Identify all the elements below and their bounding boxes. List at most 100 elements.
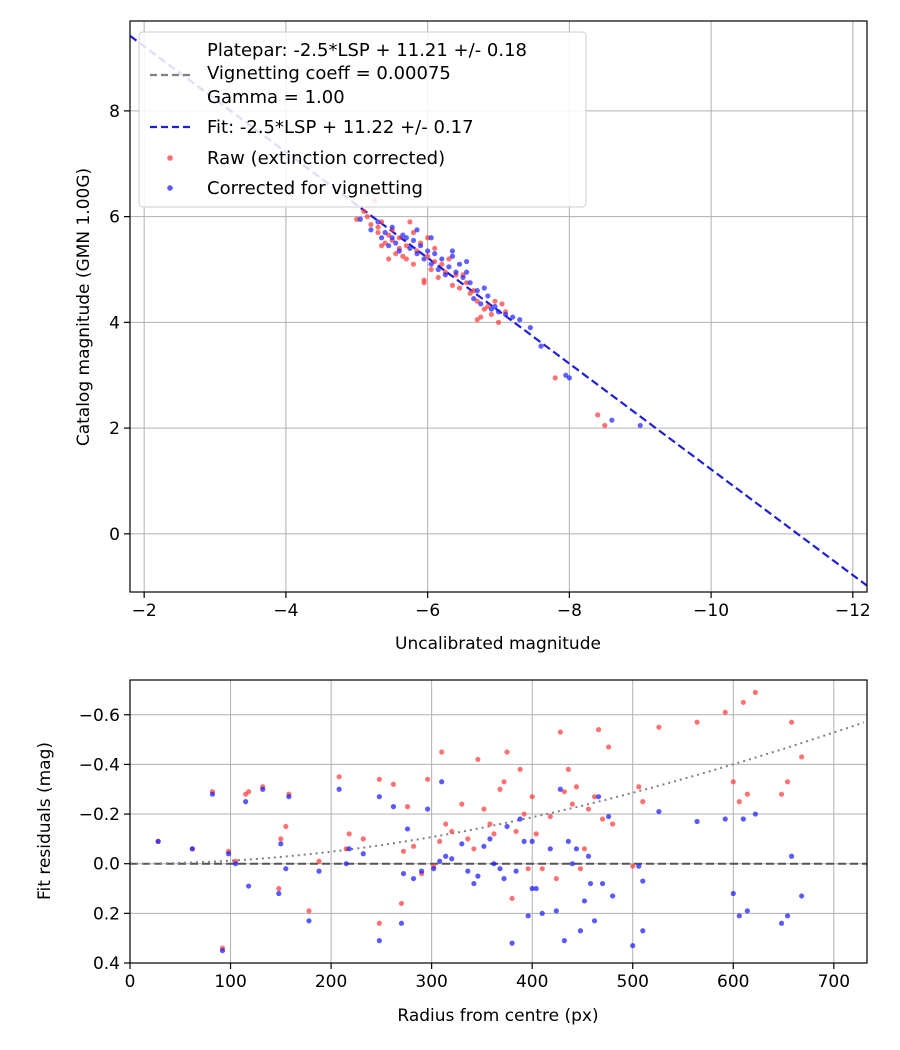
corrected-data-point <box>464 269 470 275</box>
raw-residual-point <box>656 724 662 730</box>
raw-residual-point <box>517 766 523 772</box>
corrected-residual-point <box>784 913 791 919</box>
legend: Platepar: -2.5*LSP + 11.21 +/- 0.18 Vign… <box>138 31 587 208</box>
corrected-residual-point <box>225 851 232 857</box>
raw-residual-point <box>346 831 352 837</box>
bottom-grid <box>129 680 867 964</box>
corrected-residual-point <box>278 841 284 847</box>
raw-data-point <box>467 290 473 296</box>
raw-residual-point <box>360 836 366 842</box>
corrected-data-point <box>460 274 466 281</box>
raw-data-point <box>495 319 502 325</box>
corrected-data-point <box>400 232 406 238</box>
corrected-residual-point <box>439 779 445 785</box>
raw-data-point <box>456 285 463 291</box>
raw-residual-point <box>471 846 477 852</box>
raw-data-point <box>552 375 558 381</box>
corrected-residual-point <box>465 868 471 874</box>
top-plot-frame <box>129 20 868 593</box>
corrected-residual-point <box>740 816 746 822</box>
corrected-residual-point <box>539 910 545 916</box>
raw-residual-point <box>306 908 312 914</box>
raw-residual-point <box>525 866 531 872</box>
x-tick-label: −10 <box>693 601 729 621</box>
x-tick-label: 0 <box>125 972 136 992</box>
raw-data-point <box>474 298 480 304</box>
corrected-residual-point <box>730 890 736 897</box>
corrected-residual-point <box>491 861 497 867</box>
corrected-residual-point <box>595 794 602 800</box>
raw-data-point <box>481 306 487 312</box>
raw-data-point <box>499 301 505 307</box>
top-y-axis-title: Catalog magnitude (GMN 1.00G) <box>74 168 94 446</box>
raw-residual-point <box>501 779 507 785</box>
raw-residual-point <box>459 801 465 807</box>
corrected-data-point <box>414 227 420 233</box>
corrected-residual-point <box>431 866 437 872</box>
bottom-y-axis-title: Fit residuals (mag) <box>35 742 55 900</box>
raw-residual-point <box>475 756 481 763</box>
raw-residual-point <box>577 866 584 872</box>
raw-residual-point <box>246 789 252 795</box>
x-tick-label: 500 <box>617 972 649 992</box>
raw-residual-point <box>744 791 750 797</box>
corrected-data-point <box>510 314 516 320</box>
corrected-data-point <box>375 219 381 225</box>
x-tick-label: −2 <box>132 601 157 621</box>
corrected-data-point <box>389 224 395 230</box>
corrected-residual-point <box>189 846 195 852</box>
raw-data-point <box>400 253 406 259</box>
y-tick-label: 0.0 <box>93 855 120 875</box>
corrected-residual-point <box>418 868 425 874</box>
corrected-residual-point <box>501 875 507 882</box>
corrected-residual-point <box>343 861 349 867</box>
corrected-residual-point <box>610 893 616 899</box>
raw-data-point <box>492 298 498 304</box>
corrected-data-point <box>467 280 473 286</box>
bottom-y-ticks: 0.4 0.2 0.0 −0.2 −0.4 −0.6 <box>79 706 130 974</box>
corrected-data-point <box>407 245 413 251</box>
corrected-residual-point <box>513 868 519 874</box>
legend-box <box>138 31 587 208</box>
raw-residual-point <box>376 920 382 926</box>
raw-residual-point <box>636 784 642 790</box>
raw-residual-point <box>630 863 636 869</box>
corrected-residual-point <box>475 873 481 879</box>
magnitude-calibration-plot: −2 −4 −6 −8 −10 −12 0 2 4 6 8 Uncalibrated magnit… <box>74 20 871 654</box>
corrected-residual-point <box>605 813 612 820</box>
x-tick-label: −4 <box>273 601 298 621</box>
corrected-data-point <box>495 309 502 315</box>
raw-residual-point <box>740 699 746 705</box>
raw-residual-point <box>778 791 785 797</box>
corrected-data-point <box>449 253 456 259</box>
corrected-data-point <box>527 325 533 331</box>
raw-data-point <box>403 243 409 249</box>
corrected-residual-point <box>504 823 510 830</box>
raw-residual-point <box>529 794 535 800</box>
raw-residual-point <box>533 831 539 837</box>
residuals-plot: 0 100 200 300 400 500 600 700 0.4 0.2 0.0 −0.2 −0.4… <box>35 679 868 1026</box>
raw-residual-point <box>439 749 445 755</box>
y-tick-label: 6 <box>109 208 120 228</box>
raw-residual-point <box>336 774 342 780</box>
corrected-data-point <box>396 248 402 254</box>
corrected-residual-point <box>155 838 161 844</box>
raw-residual-point <box>784 779 791 785</box>
corrected-residual-point <box>336 786 342 792</box>
legend-corrected-marker-icon <box>167 185 173 191</box>
corrected-data-point <box>474 288 480 294</box>
bottom-plot-frame <box>129 679 868 964</box>
corrected-residual-point <box>525 913 531 919</box>
corrected-residual-point <box>799 893 805 899</box>
corrected-data-point <box>566 375 572 381</box>
corrected-residual-point <box>517 816 523 822</box>
corrected-data-point <box>609 417 615 423</box>
corrected-residual-point <box>481 843 487 849</box>
y-tick-label: 8 <box>109 102 120 122</box>
raw-data-point <box>410 261 417 267</box>
raw-residual-point <box>752 689 758 696</box>
corrected-data-point <box>439 256 445 262</box>
legend-platepar-label: Platepar: -2.5*LSP + 11.21 +/- 0.18 <box>207 40 527 61</box>
y-tick-label: 2 <box>109 419 120 439</box>
y-tick-label: 0 <box>109 525 120 545</box>
